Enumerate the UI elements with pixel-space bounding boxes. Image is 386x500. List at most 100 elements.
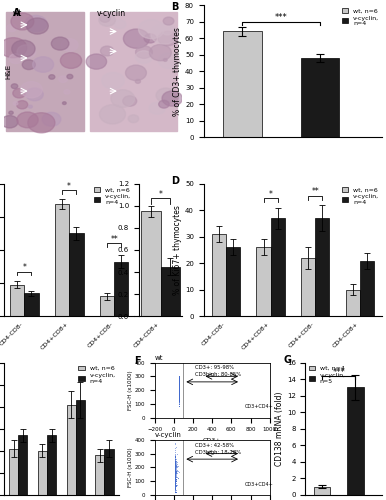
Point <box>176 382 182 390</box>
Point <box>172 465 178 473</box>
Point <box>172 462 178 470</box>
Point <box>172 472 178 480</box>
Point <box>176 380 182 388</box>
Point <box>172 480 178 488</box>
Text: G: G <box>284 354 292 364</box>
Point <box>176 396 182 404</box>
Point <box>176 384 182 392</box>
Point <box>172 463 178 471</box>
Point <box>172 468 178 476</box>
Point <box>176 385 182 393</box>
Point <box>172 456 178 464</box>
Point <box>172 467 178 475</box>
Point <box>173 488 179 496</box>
Point <box>176 390 182 398</box>
Point <box>176 376 182 384</box>
Point <box>176 384 182 392</box>
Bar <box>95 456 105 495</box>
Circle shape <box>0 38 27 58</box>
Point <box>176 388 182 396</box>
Circle shape <box>11 84 18 88</box>
Point <box>176 394 182 402</box>
Point <box>176 381 182 389</box>
Point <box>176 390 182 398</box>
Point <box>172 465 178 473</box>
Point <box>176 393 182 401</box>
Point <box>172 474 178 482</box>
Point <box>172 460 178 468</box>
Point <box>172 480 178 488</box>
Point <box>172 454 178 462</box>
Point <box>172 470 178 478</box>
Point <box>176 384 182 392</box>
Point <box>176 392 182 400</box>
Point <box>176 384 182 392</box>
Circle shape <box>128 115 139 122</box>
Point <box>176 390 182 398</box>
Point <box>176 384 182 392</box>
Point <box>176 386 182 394</box>
Point <box>172 482 178 490</box>
Point <box>176 383 182 391</box>
Circle shape <box>11 13 34 30</box>
Point <box>176 386 182 394</box>
Circle shape <box>59 76 68 82</box>
Point <box>172 464 178 472</box>
Point <box>172 478 178 486</box>
Point <box>176 380 182 388</box>
Point <box>172 466 178 474</box>
Point <box>176 389 182 397</box>
Point <box>172 466 178 473</box>
Point <box>172 465 178 473</box>
Point <box>176 397 182 405</box>
Point <box>172 464 178 472</box>
Point <box>176 390 182 398</box>
Circle shape <box>149 102 165 115</box>
Circle shape <box>63 102 66 104</box>
Point <box>172 475 178 483</box>
Point <box>176 382 182 390</box>
Point <box>176 390 182 398</box>
Point <box>176 386 182 394</box>
Point <box>176 386 182 394</box>
Text: F: F <box>134 356 141 366</box>
Point <box>176 381 182 389</box>
Point <box>176 376 182 384</box>
Point <box>172 464 178 471</box>
Point <box>172 475 178 483</box>
Point <box>176 382 182 390</box>
Point <box>172 465 178 473</box>
Point <box>172 452 178 460</box>
Point <box>176 391 182 399</box>
Point <box>172 468 178 475</box>
Point <box>172 472 178 480</box>
Point <box>176 376 182 384</box>
Point <box>176 386 182 394</box>
Bar <box>360 260 374 316</box>
Point <box>176 385 182 393</box>
Point <box>172 467 178 475</box>
Point <box>172 462 178 470</box>
Circle shape <box>25 16 47 32</box>
Text: *: * <box>159 190 163 199</box>
Point <box>172 468 178 476</box>
Point <box>172 467 178 475</box>
Point <box>172 464 178 471</box>
Circle shape <box>49 74 55 79</box>
Point <box>176 390 182 398</box>
Point <box>176 386 182 394</box>
Point <box>176 380 182 388</box>
Point <box>172 471 178 479</box>
Point <box>176 392 182 400</box>
Point <box>172 466 178 473</box>
Point <box>176 384 182 392</box>
Point <box>172 464 178 471</box>
Point <box>172 463 178 471</box>
Point <box>176 384 182 392</box>
Point <box>176 383 182 391</box>
Point <box>172 477 178 485</box>
Point <box>176 382 182 390</box>
Point <box>172 480 178 488</box>
Point <box>176 387 182 395</box>
Point <box>176 383 182 391</box>
